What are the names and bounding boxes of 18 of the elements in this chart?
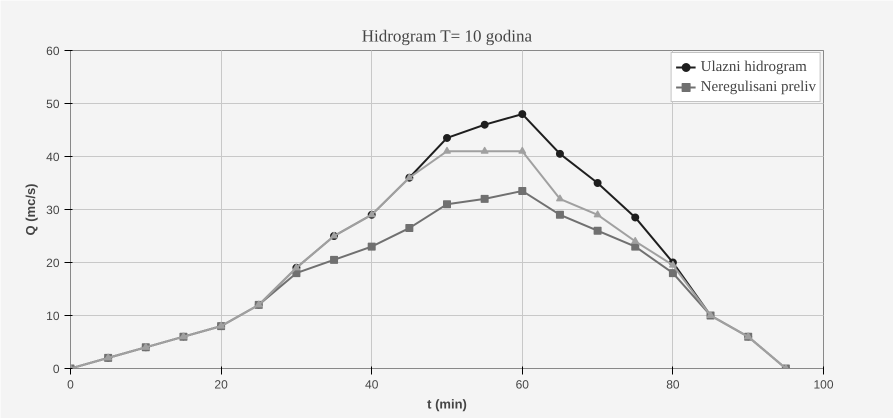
x-tick-label: 80: [666, 378, 680, 392]
y-tick-label: 20: [46, 256, 60, 270]
y-tick-label: 30: [46, 203, 60, 217]
x-tick-label: 20: [214, 378, 228, 392]
chart-title: Hidrogram T= 10 godina: [362, 26, 532, 46]
y-tick-label: 50: [46, 97, 60, 111]
y-axis-title: Q (mc/s): [23, 183, 38, 236]
y-tick-label: 60: [46, 44, 60, 58]
x-tick-label: 0: [67, 378, 74, 392]
y-tick-label: 0: [52, 362, 60, 376]
x-tick-label: 40: [365, 378, 379, 392]
legend-label: Neregulisani preliv: [700, 78, 816, 96]
x-tick-label: 100: [813, 378, 834, 392]
x-axis-title: t (min): [427, 396, 467, 412]
legend-label: Ulazni hidrogram: [700, 58, 807, 76]
x-tick-label: 60: [516, 378, 530, 392]
y-tick-label: 40: [46, 150, 60, 164]
y-tick-label: 10: [46, 309, 60, 323]
